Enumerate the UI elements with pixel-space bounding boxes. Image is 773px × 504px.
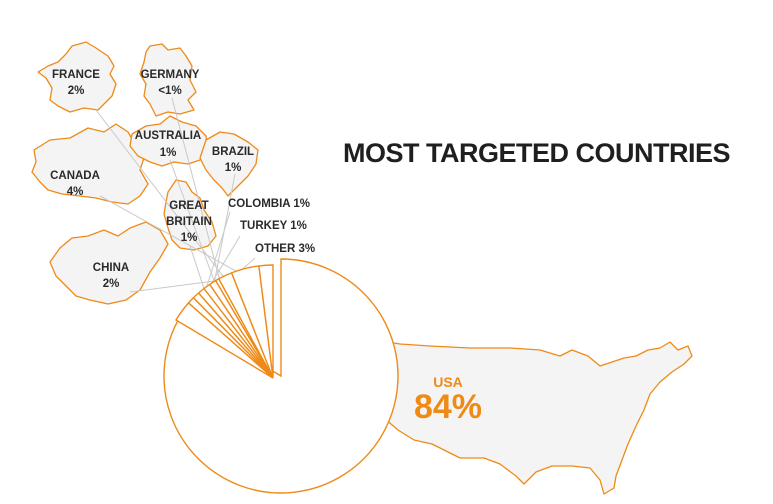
usa-label: USA bbox=[433, 374, 463, 390]
germany-value: <1% bbox=[158, 85, 181, 97]
chart-title: MOST TARGETED COUNTRIES bbox=[343, 138, 731, 168]
canada-label: CANADA bbox=[50, 170, 100, 182]
pie-slices bbox=[163, 258, 399, 494]
france-map bbox=[37, 41, 117, 113]
australia-label: AUSTRALIA bbox=[135, 130, 201, 142]
great-britain-label-line1: GREAT bbox=[169, 200, 208, 212]
canada-map bbox=[31, 123, 149, 205]
colombia-label: COLOMBIA 1% bbox=[228, 198, 310, 210]
great-britain-label-line2: BRITAIN bbox=[166, 216, 212, 228]
pie-slice-usa bbox=[163, 258, 399, 494]
usa-value: 84% bbox=[414, 388, 482, 426]
leader-line-brazil bbox=[211, 173, 236, 294]
brazil-map bbox=[199, 131, 259, 197]
brazil-label: BRAZIL bbox=[212, 146, 254, 158]
china-map bbox=[49, 221, 169, 305]
brazil-value: 1% bbox=[225, 162, 242, 174]
usa-map bbox=[357, 335, 693, 495]
pie-slice-china bbox=[258, 264, 274, 379]
other-label: OTHER 3% bbox=[255, 243, 315, 255]
leader-line-canada bbox=[99, 195, 248, 278]
leader-lines bbox=[95, 97, 267, 317]
france-label: FRANCE bbox=[52, 69, 100, 81]
australia-value: 1% bbox=[160, 147, 177, 159]
leader-line-germany bbox=[171, 97, 223, 288]
germany-label: GERMANY bbox=[141, 69, 200, 81]
great-britain-value: 1% bbox=[181, 232, 198, 244]
germany-map bbox=[139, 43, 197, 117]
china-label: CHINA bbox=[93, 262, 129, 274]
turkey-label: TURKEY 1% bbox=[240, 220, 307, 232]
canada-value: 4% bbox=[67, 186, 84, 198]
france-value: 2% bbox=[68, 85, 85, 97]
leader-line-australia bbox=[169, 159, 218, 291]
china-value: 2% bbox=[103, 278, 120, 290]
